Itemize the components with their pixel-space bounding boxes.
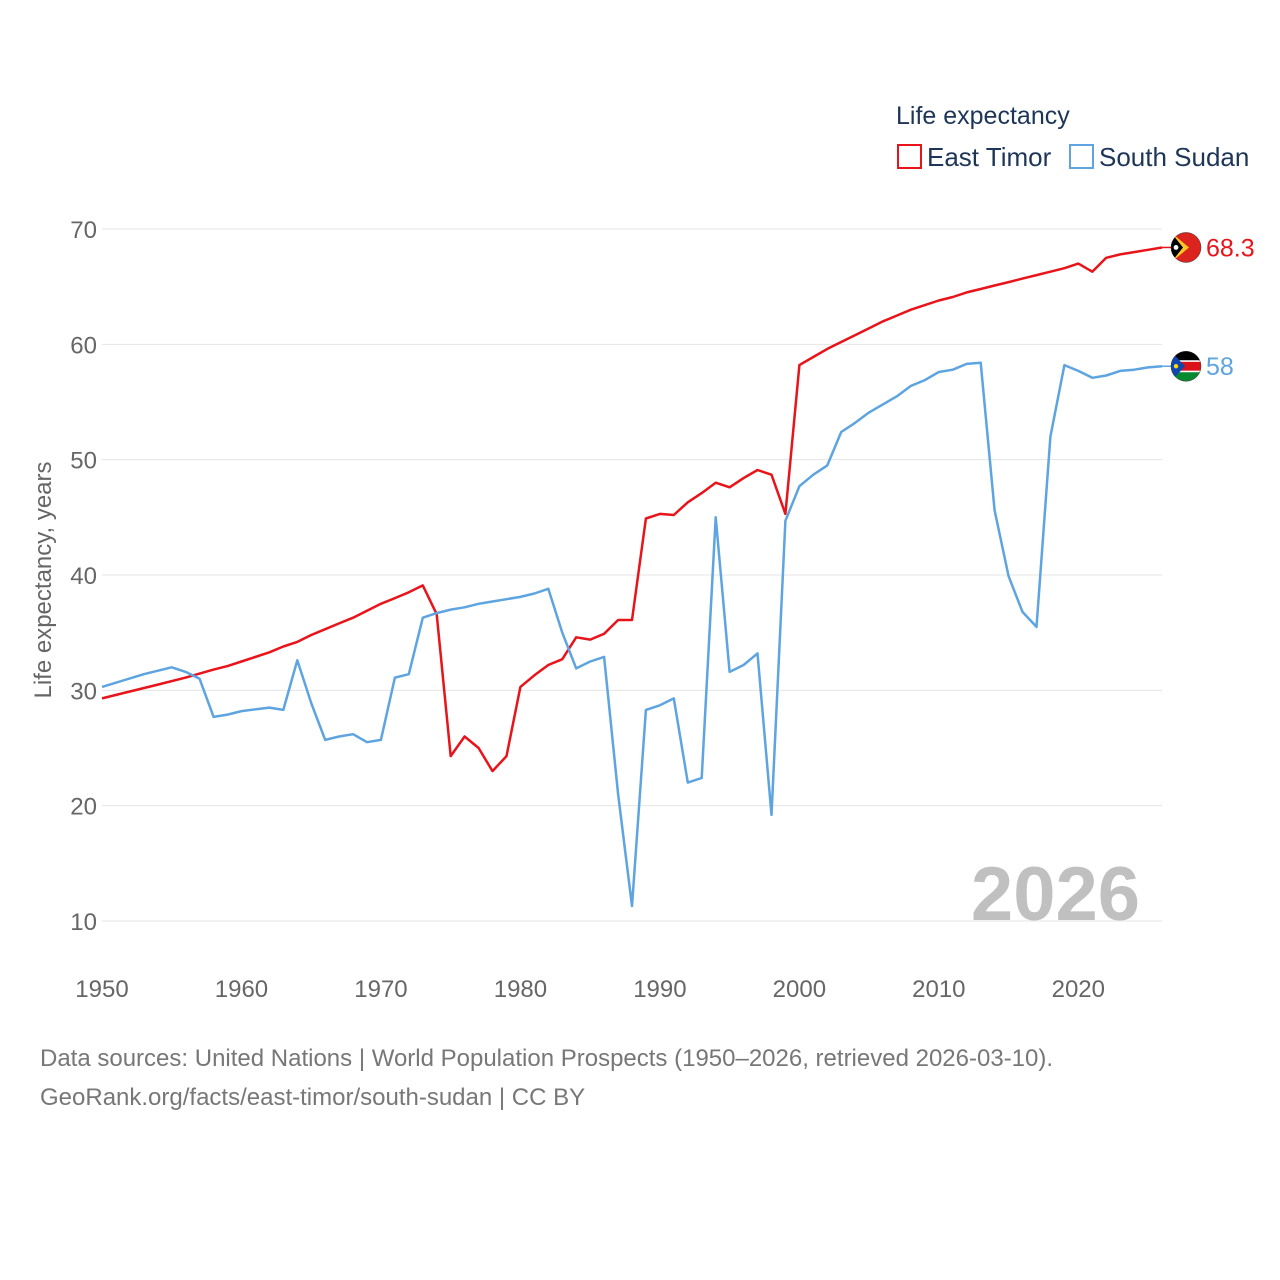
y-tick-label: 30	[70, 678, 97, 705]
x-tick-label: 1970	[354, 976, 407, 1003]
legend[interactable]: Life expectancy East Timor South Sudan	[896, 102, 1249, 172]
y-tick-label: 60	[70, 332, 97, 359]
legend-item-south-sudan[interactable]: South Sudan	[1069, 142, 1249, 172]
legend-item-east-timor[interactable]: East Timor	[897, 142, 1052, 172]
y-axis-label: Life expectancy, years	[30, 461, 57, 698]
legend-title: Life expectancy	[896, 102, 1070, 130]
end-value-east-timor: 68.3	[1206, 234, 1255, 262]
x-tick-label: 1960	[215, 976, 268, 1003]
legend-label-east-timor: East Timor	[927, 142, 1052, 172]
series-line-south-sudan[interactable]	[101, 361, 1163, 908]
east-timor-flag-icon	[1170, 232, 1202, 263]
legend-swatch-east-timor	[897, 144, 922, 169]
y-axis-ticks: 10 20 30 40 50 60 70	[70, 217, 97, 936]
end-labels: 68.3 58	[1162, 232, 1255, 382]
x-tick-label: 1980	[494, 976, 547, 1003]
legend-label-south-sudan: South Sudan	[1099, 142, 1249, 172]
y-tick-label: 20	[70, 794, 97, 821]
data-sources-note: Data sources: United Nations | World Pop…	[40, 1045, 1054, 1072]
year-watermark: 2026	[971, 852, 1140, 937]
source-link[interactable]: GeoRank.org/facts/east-timor/south-sudan…	[40, 1084, 586, 1111]
legend-swatch-south-sudan	[1069, 144, 1094, 169]
x-tick-label: 1990	[633, 976, 686, 1003]
y-tick-label: 10	[70, 909, 97, 936]
series-line-east-timor[interactable]	[101, 246, 1163, 773]
x-tick-label: 2020	[1052, 976, 1105, 1003]
south-sudan-flag-icon	[1170, 350, 1202, 382]
y-tick-label: 70	[70, 217, 97, 244]
x-axis-ticks: 1950 1960 1970 1980 1990 2000 2010 2020	[75, 976, 1105, 1003]
y-tick-label: 50	[70, 448, 97, 475]
x-tick-label: 2010	[912, 976, 965, 1003]
series-lines	[101, 246, 1163, 908]
life-expectancy-chart: 10 20 30 40 50 60 70 1950 1960 1970 1980 1990 2000 2…	[30, 102, 1255, 1003]
y-tick-label: 40	[70, 563, 97, 590]
grid-lines	[102, 228, 1162, 922]
end-value-south-sudan: 58	[1206, 353, 1234, 381]
x-tick-label: 1950	[75, 976, 128, 1003]
x-tick-label: 2000	[773, 976, 826, 1003]
